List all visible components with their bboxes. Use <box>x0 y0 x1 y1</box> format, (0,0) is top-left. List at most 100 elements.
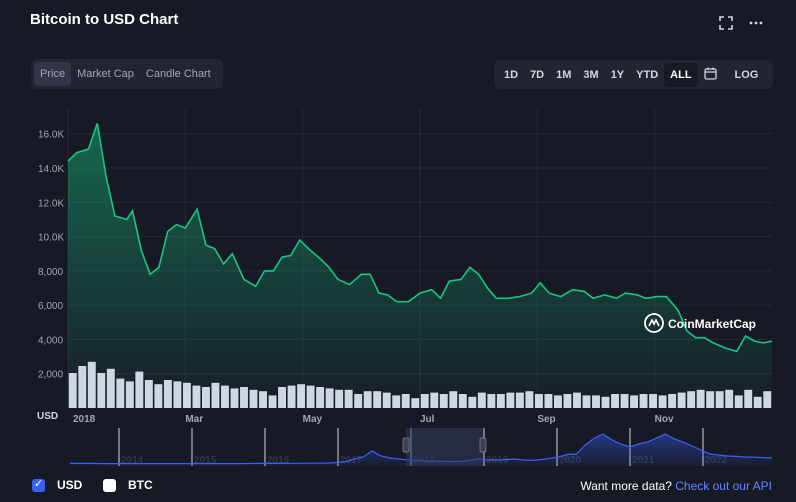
volume-bar <box>192 385 201 408</box>
tab-candle-chart[interactable]: Candle Chart <box>145 68 211 80</box>
coinmarketcap-watermark: CoinMarketCap <box>644 313 756 333</box>
volume-bar <box>668 394 677 408</box>
volume-bar <box>221 385 229 408</box>
legend-btc[interactable]: BTC <box>103 478 153 492</box>
volume-bar <box>68 373 77 408</box>
volume-bar <box>592 395 600 408</box>
volume-bar <box>630 395 639 408</box>
x-tick-label: May <box>303 414 323 425</box>
volume-bar <box>125 381 134 408</box>
tab-price[interactable]: Price <box>34 62 72 86</box>
volume-bar <box>639 394 648 408</box>
volume-bar <box>240 387 248 408</box>
volume-bar <box>573 392 581 408</box>
volume-bar <box>106 368 115 408</box>
volume-bar <box>677 392 686 408</box>
y-tick-label: 16.0K <box>38 130 64 141</box>
volume-bar <box>582 395 591 408</box>
volume-bar <box>297 384 306 408</box>
navigator-year-label: 2016 <box>267 455 290 466</box>
watermark-text: CoinMarketCap <box>668 317 756 331</box>
volume-bar <box>696 389 705 408</box>
volume-bar <box>525 391 534 408</box>
calendar-icon[interactable] <box>698 63 723 87</box>
volume-bar <box>116 378 125 408</box>
volume-bar <box>97 373 106 408</box>
volume-bar <box>201 387 210 408</box>
navigator-area <box>70 434 772 466</box>
volume-bar <box>278 387 287 408</box>
tab-market-cap[interactable]: Market Cap <box>77 68 134 80</box>
y-tick-label: 8,000 <box>38 267 63 278</box>
volume-bar <box>154 384 163 408</box>
range-ytd[interactable]: YTD <box>636 68 659 81</box>
fullscreen-icon[interactable] <box>718 16 734 32</box>
volume-bar <box>753 396 762 408</box>
volume-bar <box>487 394 496 408</box>
volume-bar <box>744 389 753 408</box>
y-tick-label: 12.0K <box>38 198 64 209</box>
price-area <box>68 123 772 409</box>
volume-bar <box>316 387 325 408</box>
btc-checkbox[interactable] <box>103 478 116 492</box>
volume-bar <box>87 361 96 408</box>
usd-checkbox[interactable] <box>32 477 45 492</box>
volume-bar <box>601 396 610 408</box>
price-line <box>67 123 773 353</box>
range-1d[interactable]: 1D <box>504 68 519 81</box>
range-7d[interactable]: 7D <box>530 68 545 81</box>
navigator-year-label: 2015 <box>194 455 217 466</box>
volume-bar <box>78 366 87 408</box>
y-tick-label: 14.0K <box>38 164 64 175</box>
volume-bar <box>211 382 220 408</box>
navigator-handle <box>402 437 410 453</box>
price-chart[interactable]: 2,000 4,000 6,000 8,000 10.0K 12.0K 14.0K 16.0K… <box>0 0 796 472</box>
volume-bar <box>506 392 515 408</box>
volume-bar <box>725 389 734 408</box>
volume-bar <box>449 391 458 408</box>
volume-bar <box>182 382 191 408</box>
navigator-selection <box>406 428 483 466</box>
volume-bar <box>468 396 477 408</box>
x-tick-label: Jul <box>420 414 435 425</box>
navigator-handle <box>479 437 487 453</box>
volume-bar <box>259 391 267 408</box>
range-3m[interactable]: 3M <box>583 68 599 81</box>
volume-bar <box>439 394 448 408</box>
volume-bar <box>563 394 572 408</box>
volume-bar <box>325 388 334 408</box>
volume-bar <box>706 391 715 408</box>
volume-bar <box>553 395 562 408</box>
api-prefix: Want more data? <box>580 479 676 493</box>
x-tick-label: Nov <box>655 414 674 425</box>
volume-bar <box>306 385 315 408</box>
y-tick-label: 10.0K <box>38 233 64 244</box>
x-tick-label: Sep <box>537 414 555 425</box>
volume-bar <box>715 391 724 408</box>
volume-bar <box>344 389 353 408</box>
legend-usd[interactable]: USD <box>32 477 82 492</box>
more-icon[interactable] <box>748 16 764 32</box>
volume-bar <box>496 394 505 408</box>
navigator-year-label: 2014 <box>121 455 144 466</box>
legend-btc-label: BTC <box>128 478 153 492</box>
log-toggle[interactable]: LOG <box>734 68 759 81</box>
volume-bar <box>649 394 658 408</box>
volume-bar <box>611 394 619 408</box>
range-1y[interactable]: 1Y <box>610 68 625 81</box>
volume-bar <box>354 394 363 408</box>
volume-bar <box>268 395 277 408</box>
volume-bar <box>620 394 629 408</box>
volume-bar <box>135 371 144 408</box>
x-tick-label: 2018 <box>73 414 96 425</box>
volume-bar <box>392 395 401 408</box>
volume-bar <box>477 392 486 408</box>
y-tick-label: 6,000 <box>38 301 63 312</box>
volume-bar <box>687 391 696 408</box>
range-all[interactable]: ALL <box>664 62 698 87</box>
volume-bar <box>411 398 420 408</box>
range-1m[interactable]: 1M <box>556 68 572 81</box>
chart-type-tabs: Price Market Cap Candle Chart <box>31 59 223 89</box>
api-link[interactable]: Check out our API <box>675 479 772 493</box>
volume-bar <box>458 394 467 408</box>
